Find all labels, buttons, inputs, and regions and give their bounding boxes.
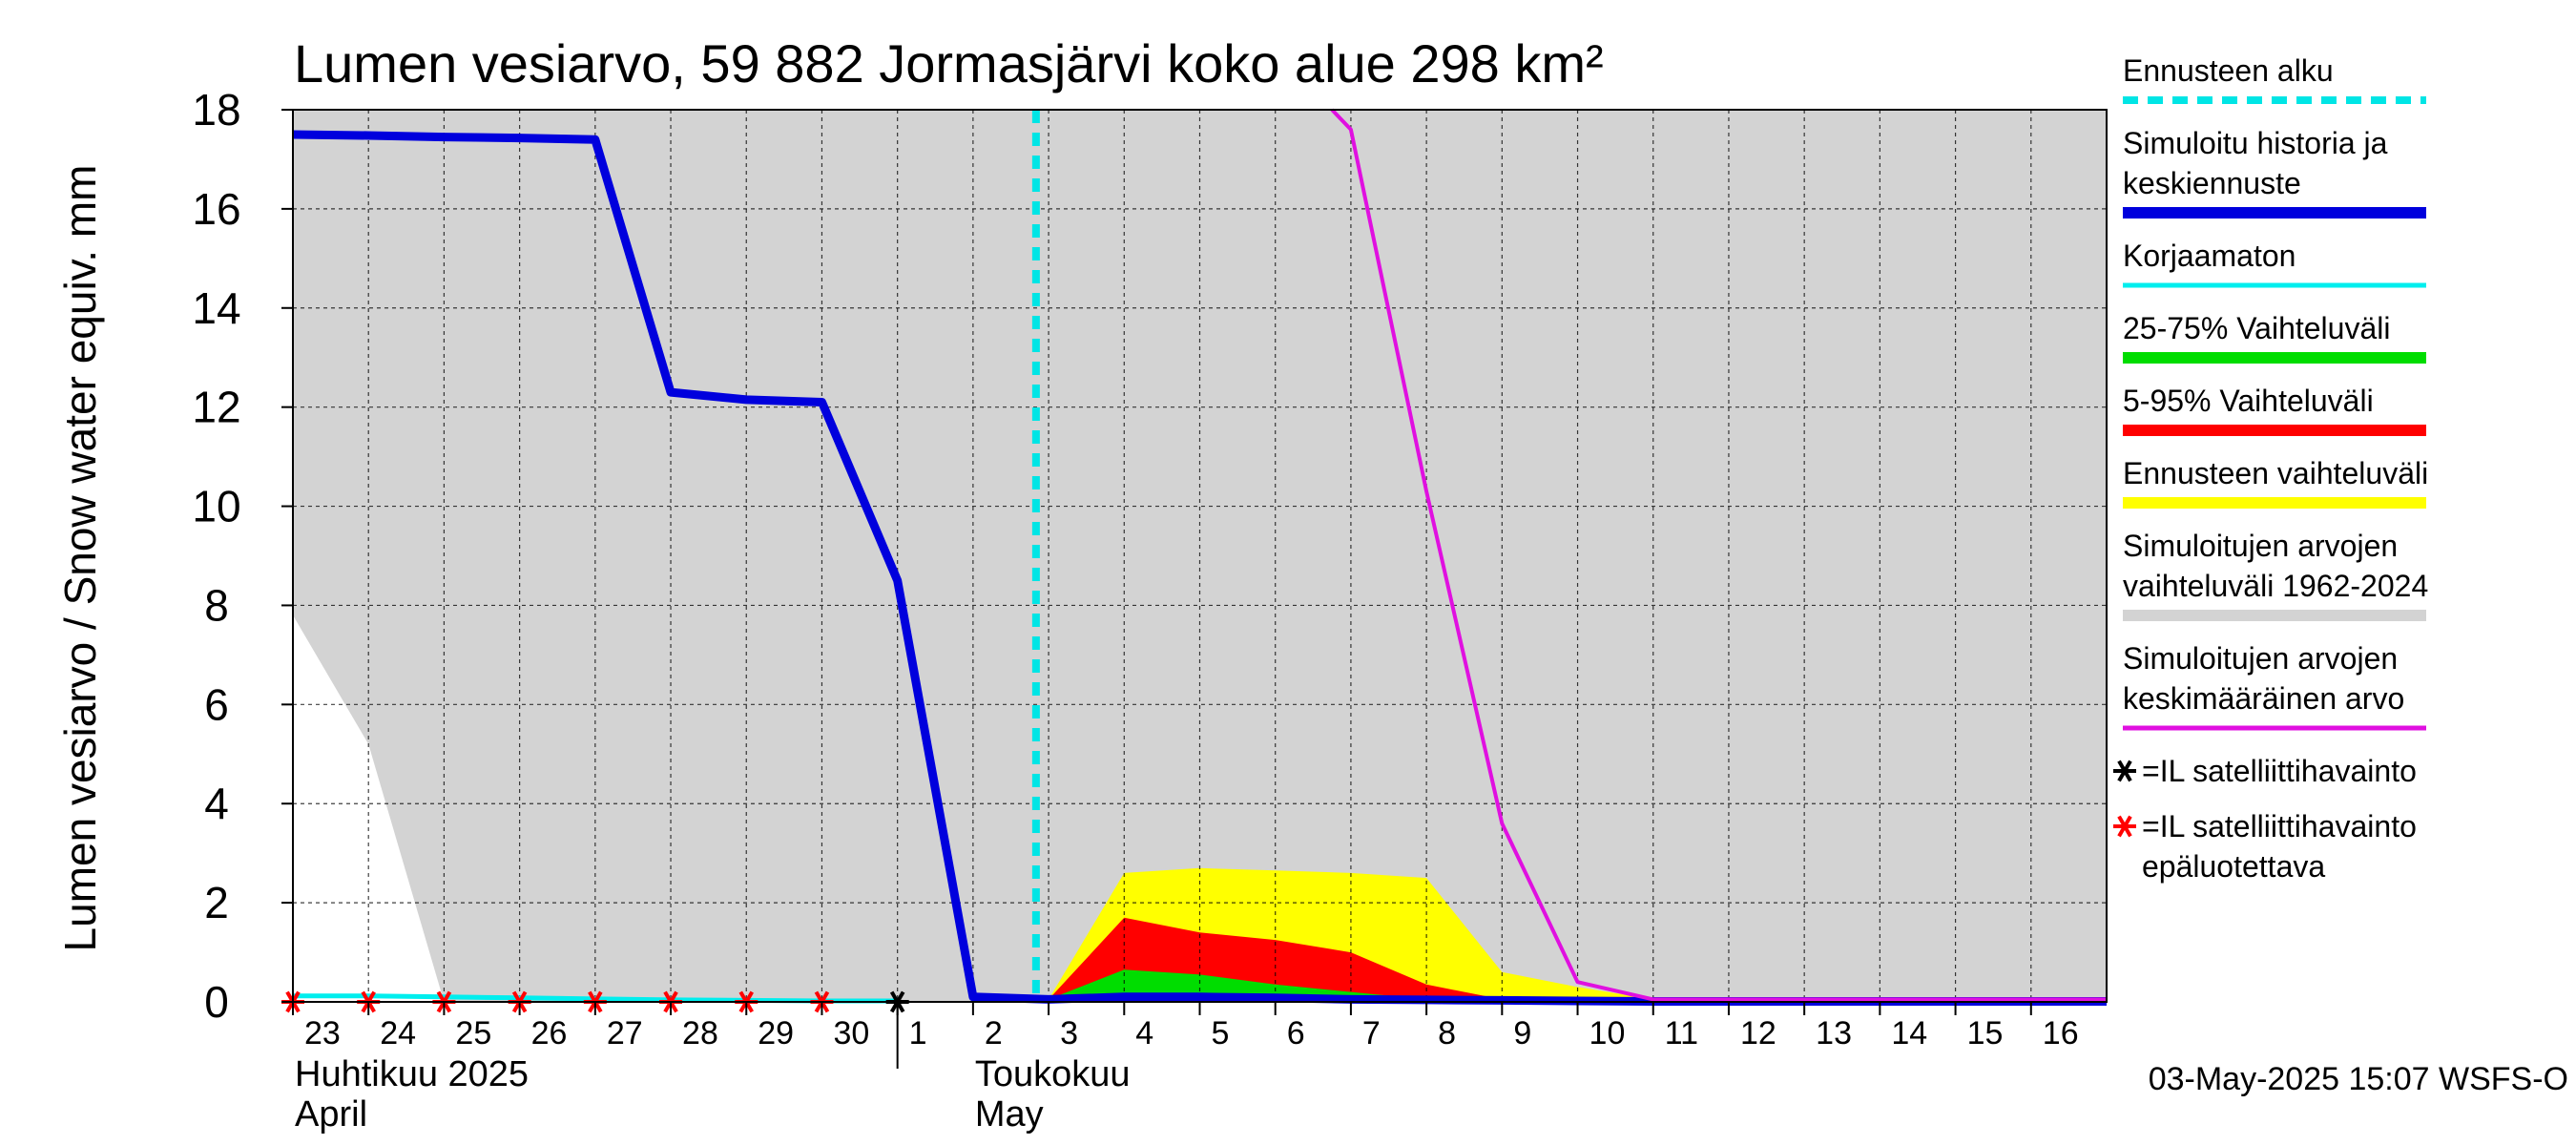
legend-label: Simuloitu historia ja [2123,126,2388,160]
x-tick-label: 29 [758,1015,794,1051]
x-tick-label: 23 [304,1015,341,1051]
x-tick-label: 5 [1212,1015,1230,1051]
x-tick-label: 2 [985,1015,1003,1051]
x-tick-label: 27 [607,1015,643,1051]
x-tick-label: 7 [1362,1015,1381,1051]
legend-star-icon [2113,760,2136,782]
x-tick-label: 25 [455,1015,491,1051]
x-tick-label: 24 [380,1015,416,1051]
legend-label: 25-75% Vaihteluväli [2123,311,2390,345]
y-tick-label: 6 [204,679,229,729]
legend-label: epäluotettava [2142,849,2325,884]
x-tick-label: 11 [1665,1015,1698,1051]
chart-title: Lumen vesiarvo, 59 882 Jormasjärvi koko … [294,33,1604,94]
x-tick-label: 10 [1589,1015,1626,1051]
y-tick-label: 14 [192,283,240,333]
y-tick-label: 4 [204,779,229,828]
legend-label: =IL satelliittihavainto [2142,809,2417,843]
x-tick-label: 9 [1513,1015,1531,1051]
grid-lines [292,109,2107,1003]
legend: Ennusteen alku Simuloitu historia ja keski… [2113,53,2428,884]
x-tick-label: 28 [682,1015,718,1051]
legend-star-icon [2113,815,2136,838]
y-tick-label: 0 [204,977,229,1027]
y-tick-label: 18 [192,85,240,135]
x-tick-label: 13 [1816,1015,1852,1051]
x-tick-label: 14 [1891,1015,1927,1051]
mean-simulated-line [1330,108,2107,1002]
x-tick-label: 8 [1438,1015,1456,1051]
footer-timestamp: 03-May-2025 15:07 WSFS-O [2149,1061,2568,1097]
legend-label: keskimääräinen arvo [2123,681,2404,716]
legend-label: 5-95% Vaihteluväli [2123,384,2374,418]
y-tick-label: 16 [192,184,240,234]
x-tick-label: 26 [531,1015,568,1051]
x-tick-label: 6 [1287,1015,1305,1051]
legend-label: Simuloitujen arvojen [2123,529,2398,563]
x-tick-label: 12 [1740,1015,1776,1051]
legend-label: Korjaamaton [2123,239,2296,273]
y-axis-label: Lumen vesiarvo / Snow water equiv. mm [55,165,105,952]
legend-label: Ennusteen vaihteluväli [2123,456,2428,490]
y-tick-label: 12 [192,383,240,432]
legend-label: Simuloitujen arvojen [2123,641,2398,676]
median-forecast-line [292,130,2107,1006]
y-tick-label: 8 [204,580,229,630]
x-tick-label: 3 [1060,1015,1078,1051]
month-label: Toukokuu [975,1054,1131,1094]
x-tick-label: 16 [2043,1015,2079,1051]
y-tick-label: 10 [192,482,240,531]
x-tick-label: 1 [909,1015,927,1051]
legend-label: vaihteluväli 1962-2024 [2123,569,2428,603]
y-tick-label: 2 [204,878,229,927]
legend-label: keskiennuste [2123,166,2301,200]
x-tick-label: 4 [1135,1015,1153,1051]
month-label: Huhtikuu 2025 [295,1054,529,1094]
legend-label: Ennusteen alku [2123,53,2334,88]
x-tick-label: 30 [833,1015,869,1051]
month-label-en: April [295,1094,367,1135]
month-label-en: May [975,1094,1044,1135]
legend-label: =IL satelliittihavainto [2142,754,2417,788]
x-tick-label: 15 [1967,1015,2004,1051]
